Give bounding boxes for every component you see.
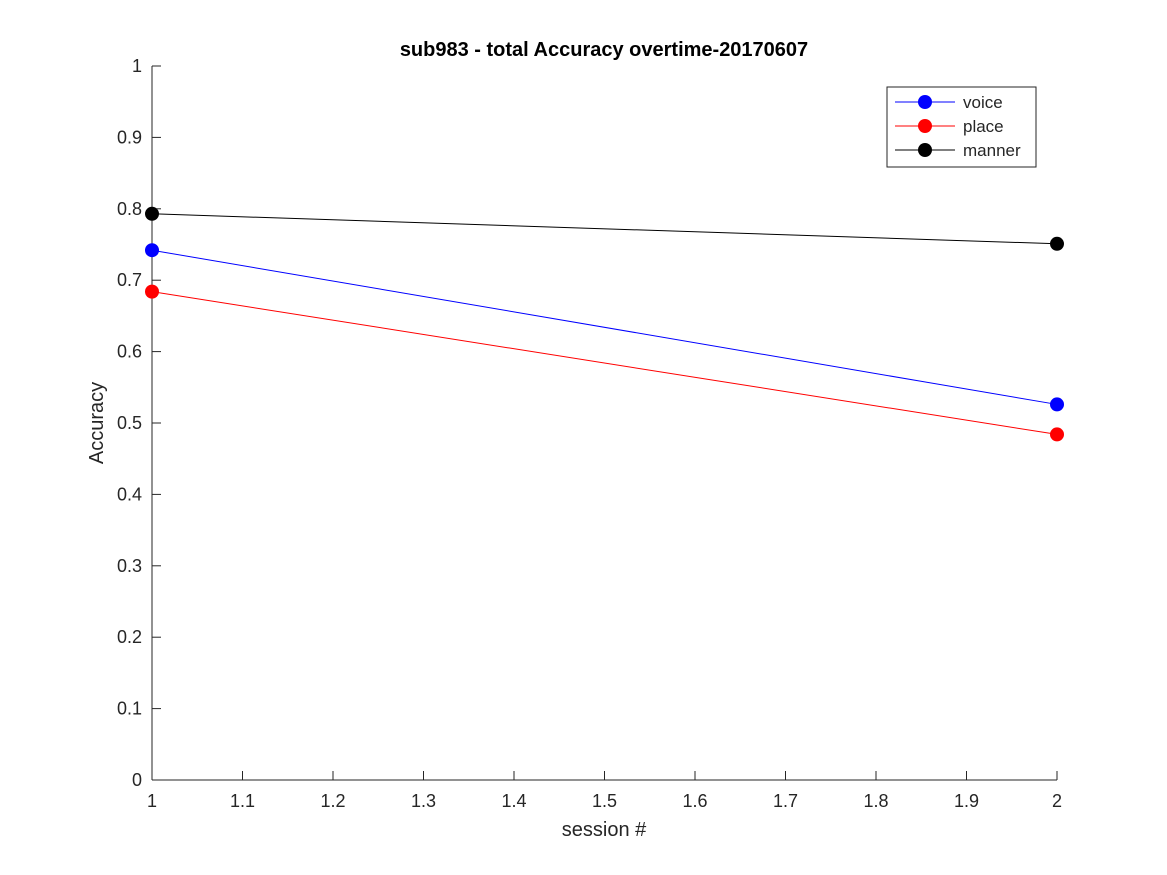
legend: voice place manner bbox=[886, 86, 1037, 168]
legend-marker-voice bbox=[918, 95, 932, 109]
x-tick-label: 1 bbox=[147, 791, 157, 811]
legend-label-voice: voice bbox=[963, 93, 1003, 112]
axes: 1 1.1 1.2 1.3 1.4 1.5 1.6 1.7 1.8 1.9 2 0 0.1 0.2 0.3 0… bbox=[117, 56, 1062, 811]
y-tick-label: 0.2 bbox=[117, 627, 142, 647]
data-point-manner bbox=[145, 206, 159, 221]
y-tick-label: 0 bbox=[132, 770, 142, 790]
data-point-manner bbox=[1050, 236, 1064, 251]
x-tick-label: 1.5 bbox=[592, 791, 617, 811]
data-point-voice bbox=[145, 243, 159, 258]
data-point-voice bbox=[1050, 397, 1064, 412]
x-tick-label: 1.8 bbox=[863, 791, 888, 811]
legend-label-manner: manner bbox=[963, 141, 1021, 160]
chart-title: sub983 - total Accuracy overtime-2017060… bbox=[400, 39, 808, 61]
y-tick-label: 0.3 bbox=[117, 556, 142, 576]
x-tick-label: 1.4 bbox=[501, 791, 526, 811]
y-tick-label: 0.9 bbox=[117, 127, 142, 147]
y-tick-label: 0.4 bbox=[117, 484, 142, 504]
series-lines bbox=[145, 206, 1064, 442]
data-point-place bbox=[1050, 427, 1064, 442]
y-tick-label: 0.8 bbox=[117, 199, 142, 219]
y-axis-label: Accuracy bbox=[86, 382, 108, 464]
x-tick-label: 1.2 bbox=[320, 791, 345, 811]
x-tick-label: 2 bbox=[1052, 791, 1062, 811]
legend-label-place: place bbox=[963, 117, 1004, 136]
x-tick-label: 1.3 bbox=[411, 791, 436, 811]
series-line-voice bbox=[151, 249, 1058, 405]
y-tick-label: 0.1 bbox=[117, 699, 142, 719]
series-line-place bbox=[151, 291, 1058, 435]
x-axis-label: session # bbox=[562, 819, 647, 841]
legend-marker-place bbox=[918, 119, 932, 133]
y-tick-label: 0.5 bbox=[117, 413, 142, 433]
y-tick-label: 0.7 bbox=[117, 270, 142, 290]
legend-marker-manner bbox=[918, 143, 932, 157]
y-tick-label: 1 bbox=[132, 56, 142, 76]
x-tick-label: 1.7 bbox=[773, 791, 798, 811]
data-point-place bbox=[145, 284, 159, 299]
legend-box bbox=[886, 86, 1037, 168]
y-tick-label: 0.6 bbox=[117, 342, 142, 362]
x-tick-label: 1.1 bbox=[230, 791, 255, 811]
x-tick-label: 1.9 bbox=[954, 791, 979, 811]
series-line-manner bbox=[151, 213, 1058, 245]
x-tick-label: 1.6 bbox=[682, 791, 707, 811]
